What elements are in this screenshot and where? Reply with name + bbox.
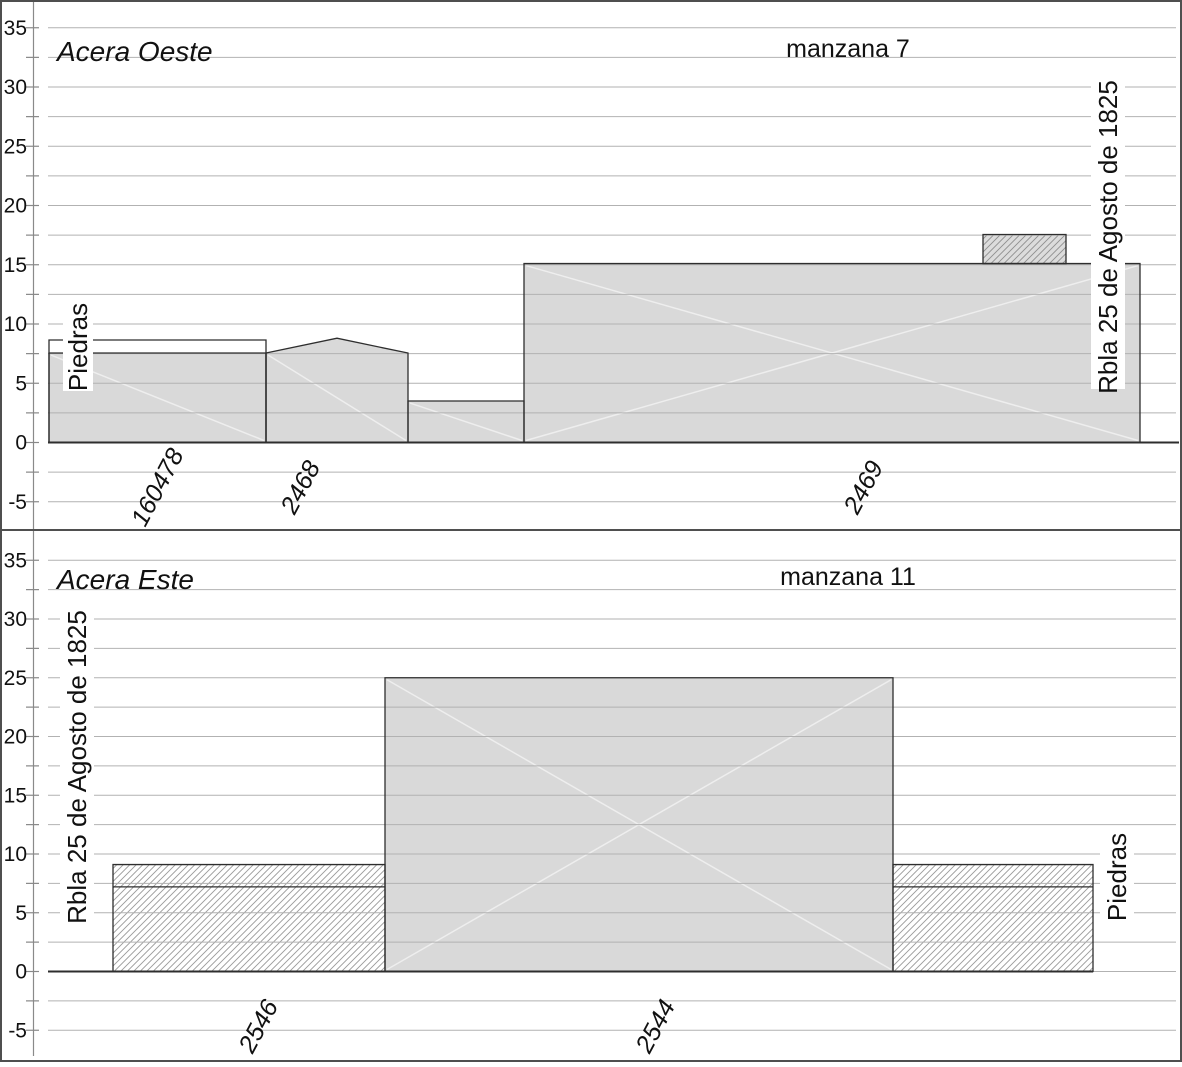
y-axis-label: 5 (15, 902, 27, 925)
panel-bottom: 35 30 25 20 15 10 5 0 -5 Acera Este manzana 11 Rbla… (4, 530, 1176, 1058)
building-center-tall-outline (384, 677, 894, 973)
panel-title: Acera Este (55, 564, 194, 595)
x-category-label: 2546 (233, 995, 284, 1058)
x-category-label: 2469 (838, 456, 889, 519)
street-label-left: Piedras (63, 303, 93, 391)
building-2-gabled-fill (266, 338, 408, 443)
y-axis-label: 10 (4, 313, 27, 336)
building-hatched-left-fill (113, 864, 385, 972)
street-label-right: Rbla 25 de Agosto de 1825 (1093, 80, 1123, 394)
y-axis-label: -5 (8, 491, 27, 514)
building-hatched-right-outline (892, 863, 1094, 973)
panel-title: Acera Oeste (55, 36, 213, 67)
street-label-right-backdrop (1100, 831, 1134, 923)
x-category-label: 2544 (630, 995, 681, 1058)
y-axis-label: -5 (8, 1019, 27, 1042)
building-2-gabled-outline (265, 337, 409, 444)
building-hatched-right-fill (893, 864, 1093, 972)
street-label-left-backdrop (60, 613, 94, 921)
street-label-right-backdrop (1091, 85, 1125, 389)
y-axis-label: 30 (4, 608, 27, 631)
building-4-rooftop-hatched-outline (982, 233, 1067, 265)
panel-top: 35 30 25 20 15 10 5 0 -5 Acera Oeste manzana 7 Pied… (4, 2, 1179, 531)
construction-diagonal (267, 354, 407, 442)
building-4-rooftop-hatched-fill (983, 234, 1066, 264)
street-label-right: Piedras (1102, 833, 1132, 921)
street-label-left: Rbla 25 de Agosto de 1825 (62, 610, 92, 924)
y-axis-label: 30 (4, 76, 27, 99)
y-axis-label: 35 (4, 17, 27, 40)
y-axis-label: 25 (4, 135, 27, 158)
y-axis-label: 15 (4, 784, 27, 807)
y-axis-label: 5 (15, 372, 27, 395)
y-axis-label: 25 (4, 667, 27, 690)
street-label-left-backdrop (63, 303, 93, 391)
y-axis-label: 10 (4, 843, 27, 866)
y-axis-label: 0 (15, 961, 27, 984)
x-category-label: 2468 (275, 456, 326, 519)
y-axis-label: 20 (4, 726, 27, 749)
y-axis-label: 35 (4, 549, 27, 572)
building-4-main-outline (523, 262, 1141, 444)
y-axis-label: 15 (4, 254, 27, 277)
y-axis-label: 0 (15, 432, 27, 455)
x-category-label: 160478 (126, 444, 190, 531)
y-axis-label: 20 (4, 195, 27, 218)
construction-diagonal (409, 402, 523, 442)
block-label: manzana 11 (780, 563, 916, 591)
block-label: manzana 7 (786, 35, 910, 63)
